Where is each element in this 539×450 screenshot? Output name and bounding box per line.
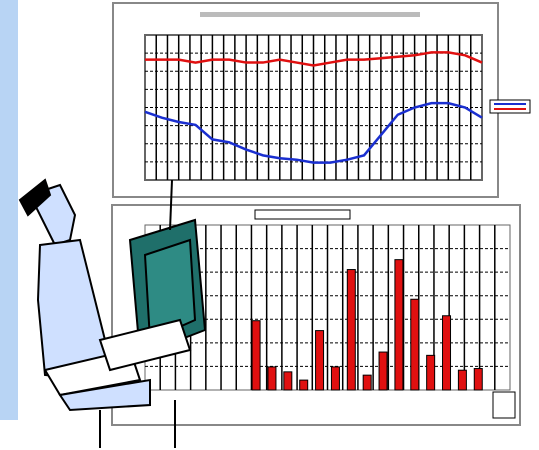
person — [18, 178, 207, 448]
bar — [251, 320, 261, 391]
hair — [18, 178, 52, 217]
bar — [283, 371, 293, 391]
chair — [58, 378, 151, 412]
bar — [346, 269, 356, 391]
bar — [457, 369, 467, 391]
bar — [426, 354, 436, 391]
bar — [378, 351, 388, 391]
bar — [330, 366, 340, 391]
bar — [299, 379, 309, 391]
bottom-title-box — [254, 209, 351, 220]
bar — [267, 366, 277, 391]
top-title-blur — [200, 12, 420, 17]
side-strip — [0, 0, 18, 420]
charts — [144, 35, 510, 391]
small-icon — [492, 391, 516, 419]
bar — [394, 259, 404, 391]
bar — [473, 368, 483, 391]
bar — [315, 330, 325, 391]
bar — [442, 315, 452, 391]
keyboard — [98, 318, 192, 372]
legend-box — [489, 99, 531, 114]
line-series — [144, 101, 483, 164]
line-series — [145, 51, 483, 67]
bar — [410, 298, 420, 391]
cable — [169, 179, 173, 231]
screen — [143, 238, 197, 342]
bar — [362, 374, 372, 391]
